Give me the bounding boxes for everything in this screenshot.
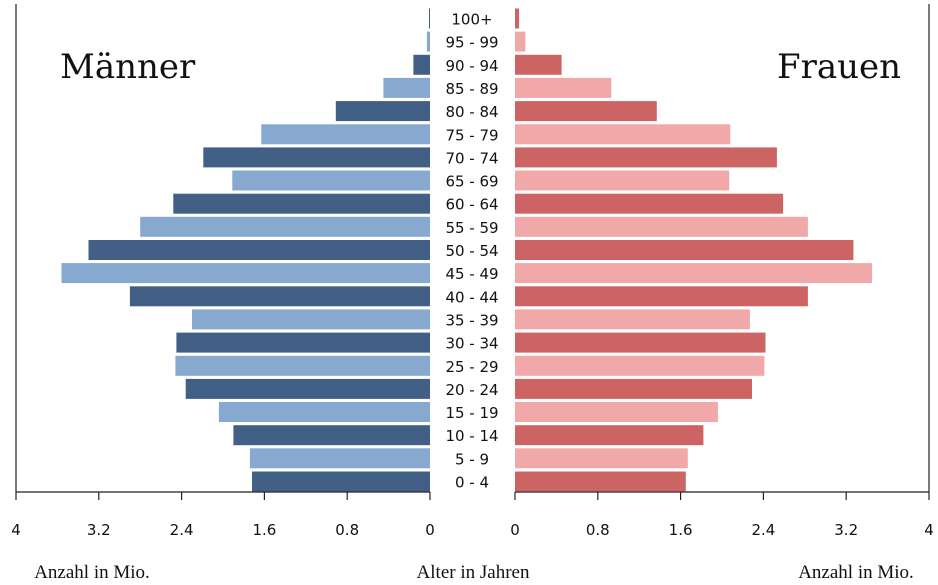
- age-label-5: 75 - 79: [445, 126, 498, 144]
- female-bar-18: [515, 425, 704, 446]
- age-label-1: 95 - 99: [445, 34, 498, 52]
- male-bar-2: [413, 54, 430, 75]
- right-tick-label-1: 0.8: [586, 521, 610, 539]
- right-tick-label-3: 2.4: [751, 521, 775, 539]
- left-tick-label-2: 2.4: [170, 521, 194, 539]
- age-label-20: 0 - 4: [455, 474, 489, 492]
- male-bar-15: [175, 355, 430, 376]
- age-label-18: 10 - 14: [445, 427, 498, 445]
- female-panel: 0 0.8 1.6 2.4 3.2 4 Frauen: [510, 4, 934, 539]
- female-bar-8: [515, 193, 784, 214]
- male-bar-17: [218, 402, 430, 422]
- male-bar-13: [192, 309, 430, 330]
- right-x-axis-title: Anzahl in Mio.: [798, 562, 914, 583]
- female-bar-4: [515, 101, 657, 122]
- male-bar-8: [173, 193, 431, 214]
- female-bar-15: [515, 355, 765, 376]
- age-label-2: 90 - 94: [445, 57, 498, 75]
- age-label-7: 65 - 69: [445, 173, 498, 191]
- left-tick-label-4: 0.8: [335, 521, 359, 539]
- female-bar-20: [515, 471, 686, 492]
- left-tick-label-1: 3.2: [87, 521, 111, 539]
- male-bar-3: [383, 77, 430, 98]
- right-tick-label-0: 0: [510, 521, 520, 539]
- left-tick-label-5: 0: [425, 521, 435, 539]
- age-label-4: 80 - 84: [445, 103, 498, 121]
- age-label-10: 50 - 54: [445, 242, 498, 260]
- male-bar-1: [426, 31, 430, 52]
- age-label-13: 35 - 39: [445, 311, 498, 329]
- age-label-12: 40 - 44: [445, 288, 498, 306]
- female-bar-10: [515, 240, 854, 260]
- male-bar-10: [88, 240, 430, 260]
- age-label-15: 25 - 29: [445, 358, 498, 376]
- male-bar-5: [261, 124, 430, 145]
- center-axis-title: Alter in Jahren: [417, 562, 530, 583]
- left-tick-label-0: 4: [11, 521, 21, 539]
- female-bar-5: [515, 124, 731, 145]
- female-bar-17: [515, 402, 718, 422]
- female-bar-9: [515, 216, 808, 237]
- male-bar-11: [61, 263, 430, 284]
- female-bar-13: [515, 309, 750, 330]
- age-group-labels: 100+ 95 - 99 90 - 94 85 - 89 80 - 84 75 - 79 7…: [445, 11, 498, 492]
- age-label-3: 85 - 89: [445, 80, 498, 98]
- female-bar-2: [515, 54, 562, 75]
- right-tick-label-2: 1.6: [669, 521, 693, 539]
- male-panel: 4 3.2 2.4 1.6 0.8 0 Männer: [11, 4, 435, 539]
- age-label-19: 5 - 9: [455, 450, 489, 468]
- male-bar-6: [203, 147, 430, 168]
- female-bar-7: [515, 170, 730, 191]
- female-bar-19: [515, 448, 688, 469]
- age-label-0: 100+: [451, 11, 492, 29]
- female-bar-0: [515, 8, 520, 29]
- female-bar-14: [515, 332, 766, 353]
- age-label-9: 55 - 59: [445, 219, 498, 237]
- male-bar-18: [233, 425, 430, 446]
- female-panel-label: Frauen: [777, 47, 901, 87]
- male-bar-7: [232, 170, 430, 191]
- right-tick-label-5: 4: [924, 521, 934, 539]
- male-bar-19: [249, 448, 430, 469]
- age-label-14: 30 - 34: [445, 335, 498, 353]
- male-bar-12: [129, 286, 430, 307]
- male-bar-14: [176, 332, 430, 353]
- age-label-17: 15 - 19: [445, 404, 498, 422]
- male-bar-0: [429, 8, 430, 29]
- left-x-axis-title: Anzahl in Mio.: [34, 562, 150, 583]
- male-bar-20: [252, 471, 430, 492]
- age-label-6: 70 - 74: [445, 149, 498, 167]
- female-bar-11: [515, 263, 873, 284]
- right-tick-label-4: 3.2: [834, 521, 858, 539]
- age-label-11: 45 - 49: [445, 265, 498, 283]
- male-bar-16: [185, 378, 430, 399]
- age-label-16: 20 - 24: [445, 381, 498, 399]
- female-bar-12: [515, 286, 808, 307]
- female-bar-3: [515, 77, 612, 98]
- male-bar-9: [140, 216, 430, 237]
- male-panel-label: Männer: [60, 47, 196, 87]
- female-bar-6: [515, 147, 777, 168]
- left-tick-label-3: 1.6: [252, 521, 276, 539]
- female-bar-1: [515, 31, 526, 52]
- age-label-8: 60 - 64: [445, 196, 498, 214]
- female-bar-16: [515, 378, 752, 399]
- male-bar-4: [335, 101, 430, 122]
